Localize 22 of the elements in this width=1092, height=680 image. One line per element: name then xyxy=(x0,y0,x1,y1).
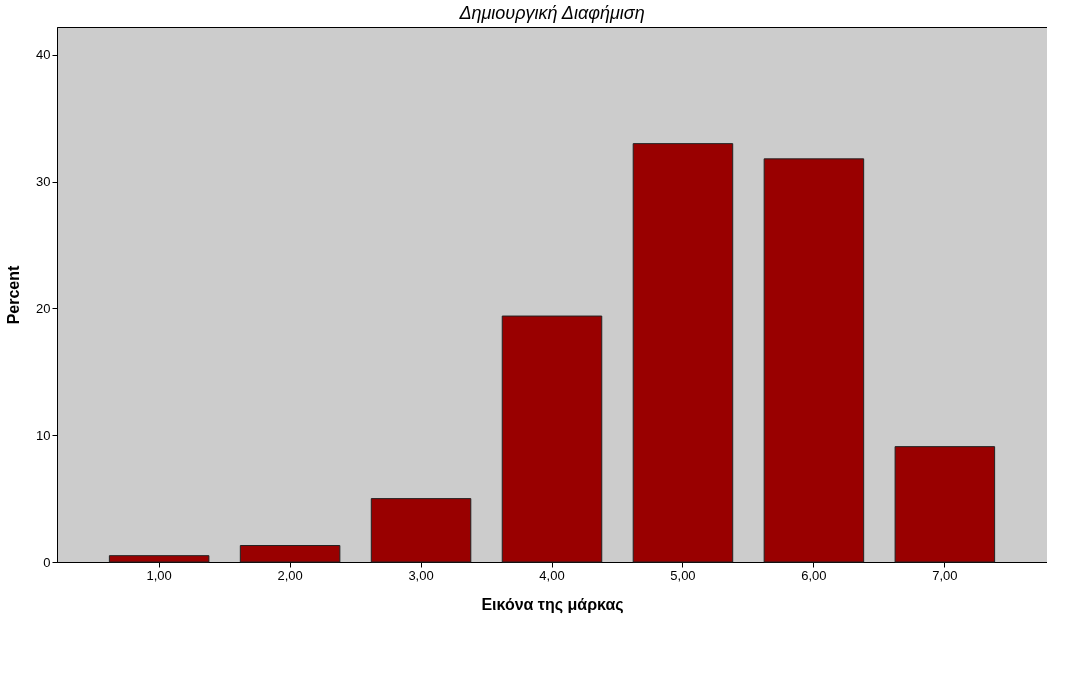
x-tick-label: 7,00 xyxy=(932,567,958,583)
bar xyxy=(108,555,210,563)
x-axis-title: Εικόνα της μάρκας xyxy=(481,595,624,614)
x-tick-label: 1,00 xyxy=(146,567,172,583)
bar xyxy=(894,446,996,563)
bar xyxy=(370,498,472,563)
y-tick-label: 40 xyxy=(36,47,51,63)
bar xyxy=(239,545,341,563)
bar xyxy=(501,315,603,563)
y-tick-label: 30 xyxy=(36,174,51,190)
y-axis-title: Percent xyxy=(5,264,23,325)
y-tick-label: 0 xyxy=(43,554,51,570)
x-tick-label: 4,00 xyxy=(539,567,565,583)
x-tick-label: 6,00 xyxy=(801,567,827,583)
x-tick-label: 2,00 xyxy=(277,567,303,583)
y-tick-label: 20 xyxy=(36,300,51,316)
bar xyxy=(763,158,865,563)
chart-title: Δημιουργική Διαφήμιση xyxy=(458,3,645,23)
x-tick-label: 3,00 xyxy=(408,567,434,583)
x-tick-label: 5,00 xyxy=(670,567,696,583)
y-tick-label: 10 xyxy=(36,427,51,443)
bar xyxy=(632,143,734,563)
